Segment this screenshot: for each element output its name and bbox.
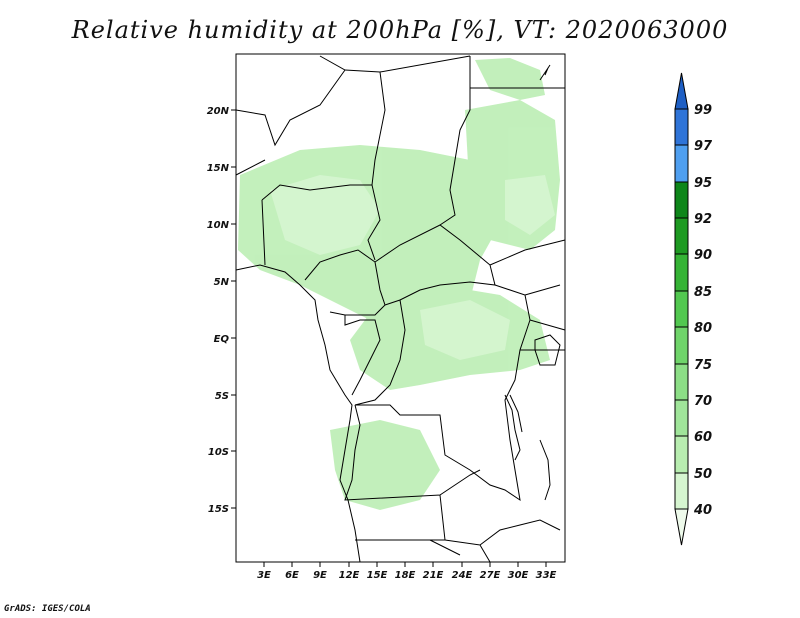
map-frame: [235, 53, 566, 563]
lon-tick-label: 6E: [285, 570, 299, 581]
lon-tick-label: 3E: [257, 570, 271, 581]
humidity-patch-south: [330, 420, 440, 510]
lake-victoria: [534, 334, 561, 366]
lat-tick-label: 10S: [208, 447, 229, 458]
lon-tick-label: 27E: [480, 570, 501, 581]
lat-axis: [231, 109, 236, 509]
lon-tick-label: 15E: [367, 570, 388, 581]
colorbar-segment: [674, 217, 689, 255]
lake-malawi: [539, 439, 551, 501]
humidity-patch-core-2: [420, 300, 510, 360]
lon-tick-label: 30E: [508, 570, 529, 581]
colorbar-label: 99: [694, 103, 712, 118]
colorbar-segment: [674, 144, 689, 183]
colorbar-bottom-arrow: [674, 508, 689, 546]
colorbar-label: 85: [694, 285, 712, 300]
colorbar-segment: [674, 290, 689, 328]
colorbar-segment: [674, 108, 689, 146]
border-south: [429, 519, 561, 563]
humidity-patch-core-1: [270, 175, 380, 255]
colorbar-top-arrow: [674, 72, 689, 110]
lat-tick-label: 15N: [207, 163, 230, 174]
lon-axis: [263, 562, 547, 567]
lon-tick-label: 18E: [395, 570, 416, 581]
colorbar-segment: [674, 435, 689, 474]
lake-tanganyika: [504, 394, 523, 461]
colorbar-segment: [674, 181, 689, 219]
border-congo: [344, 315, 381, 396]
border-west-sahel: [235, 69, 346, 176]
colorbar: [674, 72, 689, 546]
humidity-patch-core-3: [505, 175, 555, 235]
grads-credit: GrADS: IGES/COLA: [4, 604, 91, 614]
colorbar-segment: [674, 399, 689, 437]
lon-tick-label: 21E: [423, 570, 444, 581]
border-cameroon: [329, 261, 386, 316]
lon-tick-label: 9E: [313, 570, 327, 581]
map-borders: [235, 55, 566, 563]
lat-tick-label: 5N: [214, 277, 230, 288]
colorbar-label: 60: [694, 430, 712, 445]
border-north-2: [439, 56, 471, 226]
colorbar-segment: [674, 363, 689, 401]
colorbar-label: 90: [694, 248, 712, 263]
lat-tick-label: 20N: [207, 106, 230, 117]
colorbar-label: 80: [694, 321, 712, 336]
red-sea-coast: [539, 64, 551, 81]
border-drc: [354, 284, 531, 502]
lat-tick-label: EQ: [214, 334, 230, 345]
lat-tick-label: 15S: [208, 504, 229, 515]
colorbar-segment: [674, 472, 689, 510]
colorbar-label: 95: [694, 176, 712, 191]
lat-tick-label: 10N: [207, 220, 230, 231]
map-title: Relative humidity at 200hPa [%], VT: 202…: [71, 16, 729, 44]
colorbar-segment: [674, 253, 689, 292]
lat-tick-label: 5S: [215, 391, 229, 402]
humidity-patch-north: [475, 58, 545, 100]
colorbar-label: 70: [694, 394, 712, 409]
colorbar-label: 50: [694, 467, 712, 482]
colorbar-label: 75: [694, 358, 712, 373]
border-nigeria: [261, 184, 376, 281]
lon-tick-label: 33E: [536, 570, 557, 581]
colorbar-label: 40: [693, 503, 712, 518]
coastline-west: [235, 264, 361, 563]
border-east: [489, 239, 566, 351]
border-angola: [344, 404, 481, 541]
colorbar-segment: [674, 326, 689, 365]
lon-tick-label: 24E: [452, 570, 473, 581]
colorbar-label: 92: [694, 212, 712, 227]
colorbar-label: 97: [694, 139, 713, 154]
lon-tick-label: 12E: [339, 570, 360, 581]
